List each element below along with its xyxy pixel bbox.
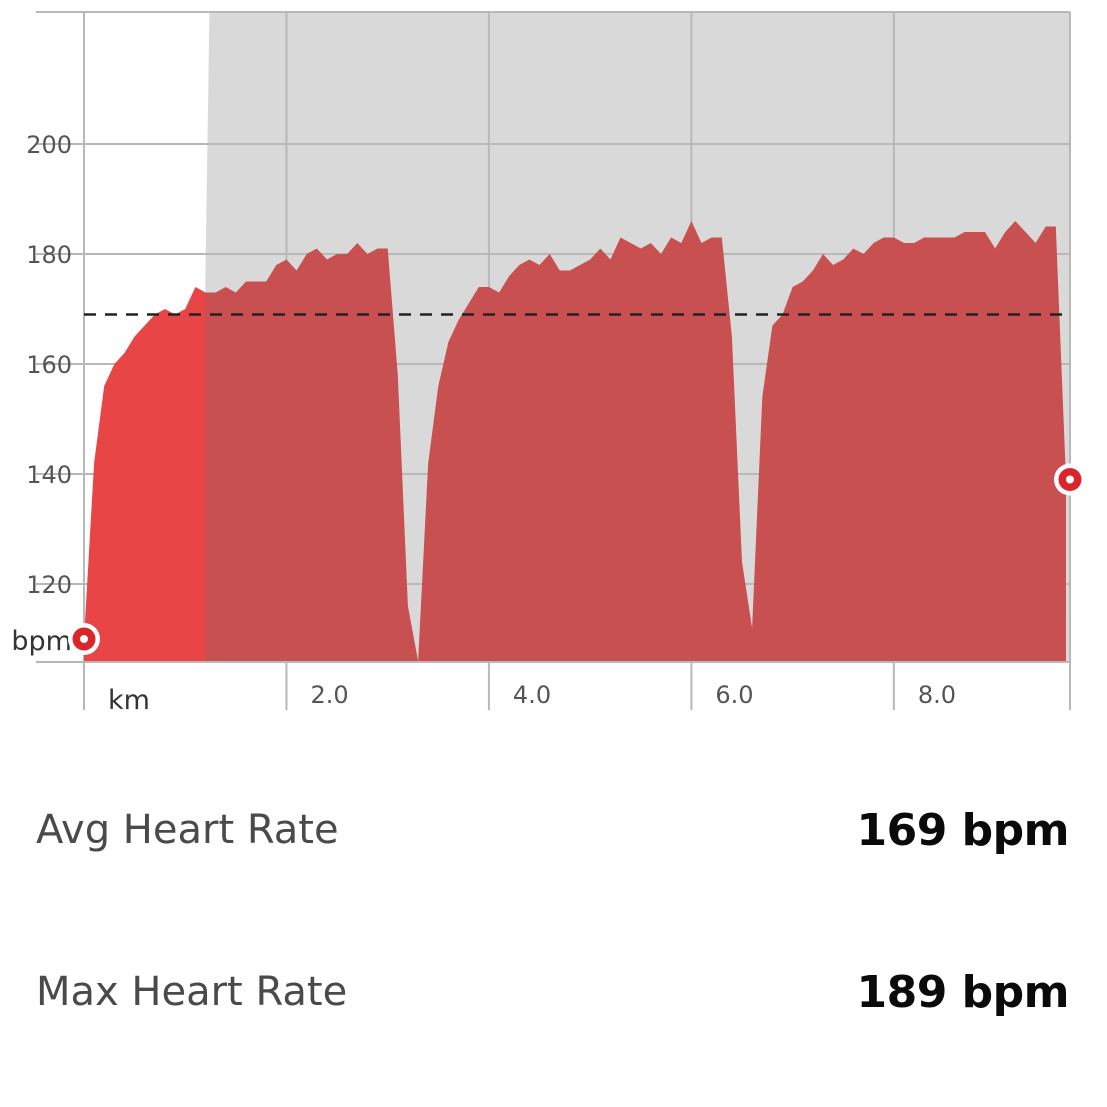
x-tick-label: 8.0: [918, 681, 956, 709]
x-axis-unit-label: km: [108, 685, 150, 716]
y-tick-label: 200: [26, 131, 72, 159]
heart-rate-area: [205, 221, 1066, 661]
avg-heart-rate-value: 169 bpm: [856, 804, 1069, 856]
y-tick-label: 140: [26, 461, 72, 489]
max-heart-rate-label: Max Heart Rate: [36, 969, 348, 1015]
max-heart-rate-row: Max Heart Rate 189 bpm: [36, 962, 1069, 1022]
y-axis-unit-label: bpm: [11, 626, 72, 657]
heart-rate-area-highlight: [84, 287, 206, 661]
start-marker-center: [80, 635, 88, 643]
x-tick-label: 4.0: [513, 681, 551, 709]
y-tick-label: 120: [26, 571, 72, 599]
heart-rate-chart-svg[interactable]: 120 140 160 180 200 bpm 2.0 4.0 6.0 8.0 km: [0, 0, 1107, 720]
heart-rate-chart[interactable]: 120 140 160 180 200 bpm 2.0 4.0 6.0 8.0 km: [0, 0, 1107, 720]
x-tick-label: 2.0: [310, 681, 348, 709]
y-tick-label: 160: [26, 351, 72, 379]
end-marker-center: [1066, 475, 1074, 484]
x-tick-label: 6.0: [715, 681, 753, 709]
y-tick-label: 180: [26, 241, 72, 269]
avg-heart-rate-label: Avg Heart Rate: [36, 807, 339, 853]
avg-heart-rate-row: Avg Heart Rate 169 bpm: [36, 800, 1069, 860]
max-heart-rate-value: 189 bpm: [856, 966, 1069, 1018]
